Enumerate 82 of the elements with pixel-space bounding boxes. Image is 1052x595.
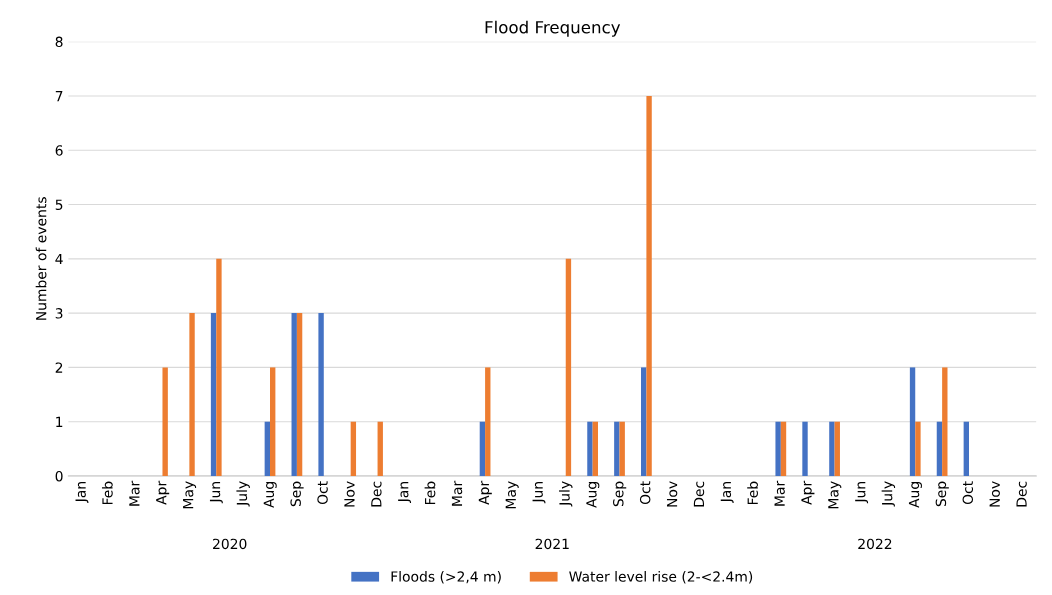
bar [565,258,572,476]
bar [587,421,593,476]
x-tick-label: July [881,481,896,507]
bar [641,367,647,476]
y-tick-label: 0 [55,470,63,482]
x-tick-label: July [559,481,573,507]
text: 2022 [858,538,892,550]
x-tick-label: May [828,481,842,509]
y-tick-label: 7 [55,91,63,102]
legend-label: Water level rise (2-<2.4m) [569,571,753,584]
x-tick-label: Nov [666,481,678,507]
x-tick-label: Sep [613,481,627,507]
x-tick-label: Nov [344,481,355,507]
y-tick-label: 6 [55,145,63,156]
chart-title: Flood Frequency [485,20,621,37]
bar [942,367,948,476]
x-tick-label: Aug [263,482,277,508]
x-tick-label: Dec [1016,481,1027,507]
bar [318,313,324,476]
y-tick-label: 5 [55,199,63,211]
bar [619,421,625,476]
x-tick-label: Oct [962,481,974,505]
bar [162,367,168,476]
bar [377,421,383,476]
x-tick-label: Dec [371,481,382,507]
x-tick-label: Jun [532,482,546,504]
y-tick-label: 8 [55,36,63,48]
y-tick-label: 3 [55,308,63,319]
x-tick-label: July [236,481,250,507]
bar [775,421,781,476]
x-tick-label: Feb [424,481,436,505]
bar [350,421,357,476]
x-tick-label: May [505,481,519,509]
y-tick-label: 1 [56,416,63,427]
bar [296,313,303,476]
bar [485,367,491,476]
x-tick-label: Sep [290,481,304,507]
x-tick-label: Apr [478,480,492,505]
bar [189,313,195,476]
bar [646,95,652,476]
x-tick-label: Apr [156,480,170,505]
x-tick-label: May [183,481,197,509]
bar [592,421,598,476]
x-tick-label: Feb [747,481,758,505]
legend-label: Floods (>2,4 m) [391,571,501,584]
x-tick-label: Jan [720,482,734,503]
x-tick-label: Oct [639,481,651,505]
bar [909,367,916,476]
bar [479,421,486,476]
x-tick-label: Jan [75,482,89,503]
x-tick-label: Oct [317,481,328,505]
y-axis-title: Number of events [35,197,47,320]
x-tick-label: Apr [801,480,815,505]
bar [802,421,808,476]
bar [915,421,921,476]
bar [270,367,276,476]
bar [780,421,787,476]
bar [963,421,970,476]
x-tick-label: Jan [398,482,412,503]
x-tick-label: Feb [101,481,113,505]
bar [614,421,620,476]
bar [264,421,271,476]
bar [834,421,840,476]
x-tick-label: Jun [209,482,223,504]
bar [291,313,297,476]
x-tick-label: Aug [908,482,922,508]
text: 2020 [213,538,247,550]
text: 2021 [535,538,569,550]
bar [216,258,222,476]
x-tick-label: Mar [451,480,463,506]
y-tick-label: 2 [55,362,63,373]
x-tick-label: Dec [693,481,705,507]
x-tick-label: Jun [855,482,869,504]
y-tick-label: 4 [55,253,63,265]
bar [829,421,835,476]
x-tick-label: Sep [935,481,949,507]
x-tick-label: Mar [774,480,785,506]
x-tick-label: Mar [129,480,140,506]
bar [210,313,217,476]
bar [936,421,943,476]
x-tick-label: Nov [989,481,1000,507]
x-tick-label: Aug [586,482,600,508]
